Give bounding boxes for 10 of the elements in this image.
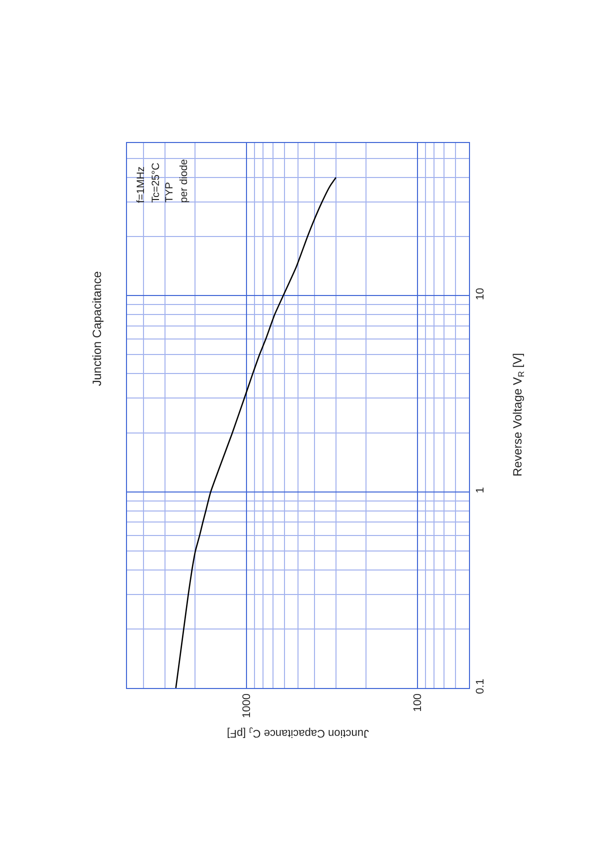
y-tick-label: 0.1 [474,678,486,694]
annotation: Tc=25°C [150,162,162,203]
text: Junction Capacitance [90,270,104,386]
y-tick-label: 10 [474,288,486,300]
annotation: per diode [178,158,190,203]
x-tick-label: 1000 [241,694,254,718]
x-tick-label: 100 [412,694,424,712]
annotation: f=1MHz [135,166,147,203]
annotation: TYP [164,182,176,203]
y-tick-label: 1 [474,487,486,494]
